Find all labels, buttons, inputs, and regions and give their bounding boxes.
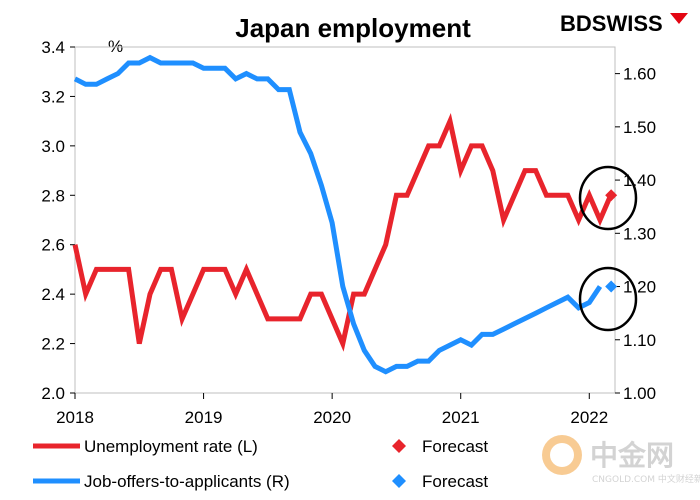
forecast-layer <box>605 189 618 293</box>
x-tick-label: 2018 <box>56 408 94 427</box>
watermark: 中金网 CNGOLD.COM 中文财经新媒体 <box>542 435 700 485</box>
left-tick-label: 3.2 <box>41 87 65 106</box>
left-tick-label: 2.8 <box>41 186 65 205</box>
legend-swatch-forecast-red <box>392 439 406 453</box>
brand-logo: BDSWISS <box>560 11 688 36</box>
left-tick-label: 2.0 <box>41 384 65 403</box>
legend-swatch-forecast-blue <box>392 474 406 488</box>
left-tick-label: 2.4 <box>41 285 65 304</box>
legend-label-forecast-blue: Forecast <box>422 472 488 491</box>
brand-logo-triangle-icon <box>670 13 688 24</box>
forecast-point-unemployment <box>605 189 618 202</box>
right-tick-label: 1.40 <box>623 171 656 190</box>
watermark-coin-inner-icon <box>550 443 574 467</box>
watermark-main: 中金网 <box>590 439 674 472</box>
legend: Unemployment rate (L) Forecast Job-offer… <box>33 437 488 491</box>
left-axis: 2.0 2.2 2.4 2.6 2.8 3.0 3.2 3.4 <box>41 38 75 403</box>
right-tick-label: 1.60 <box>623 65 656 84</box>
series-line-job-offers <box>73 54 603 375</box>
plot-area-frame <box>74 46 616 394</box>
series-layer <box>72 54 613 375</box>
x-tick-label: 2022 <box>570 408 608 427</box>
forecast-highlight-circle-upper <box>578 165 638 231</box>
left-tick-label: 2.6 <box>41 236 65 255</box>
forecast-highlight-circle-lower <box>578 266 638 332</box>
left-tick-label: 3.0 <box>41 137 65 156</box>
legend-label-unemployment: Unemployment rate (L) <box>84 437 258 456</box>
right-tick-label: 1.30 <box>623 224 656 243</box>
legend-label-forecast-red: Forecast <box>422 437 488 456</box>
forecast-point-job-offers <box>605 280 618 293</box>
watermark-sub: CNGOLD.COM 中文财经新媒体 <box>592 473 700 485</box>
right-tick-label: 1.00 <box>623 384 656 403</box>
legend-label-job-offers: Job-offers-to-applicants (R) <box>84 472 290 491</box>
series-line-unemployment <box>72 112 613 352</box>
x-tick-label: 2019 <box>185 408 223 427</box>
right-tick-label: 1.10 <box>623 331 656 350</box>
x-axis: 2018 2019 2020 2021 2022 <box>56 393 608 427</box>
right-axis: 1.00 1.10 1.20 1.30 1.40 1.50 1.60 <box>615 65 656 403</box>
x-tick-label: 2020 <box>313 408 351 427</box>
right-tick-label: 1.50 <box>623 118 656 137</box>
x-tick-label: 2021 <box>442 408 480 427</box>
left-tick-label: 2.2 <box>41 335 65 354</box>
chart-title: Japan employment <box>235 13 471 43</box>
brand-logo-text: BDSWISS <box>560 11 663 36</box>
left-tick-label: 3.4 <box>41 38 65 57</box>
right-tick-label: 1.20 <box>623 278 656 297</box>
